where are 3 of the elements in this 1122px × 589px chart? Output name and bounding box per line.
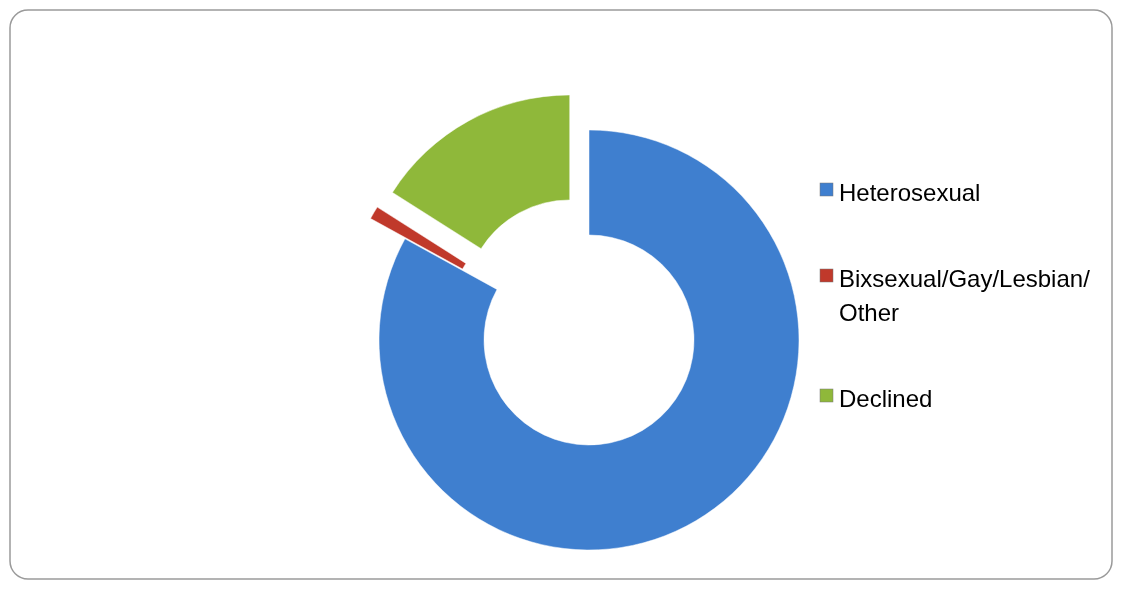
legend-label: Bixsexual/Gay/Lesbian/Other xyxy=(839,265,1091,327)
legend-label: Heterosexual xyxy=(839,179,981,207)
legend-label: Declined xyxy=(839,385,933,413)
